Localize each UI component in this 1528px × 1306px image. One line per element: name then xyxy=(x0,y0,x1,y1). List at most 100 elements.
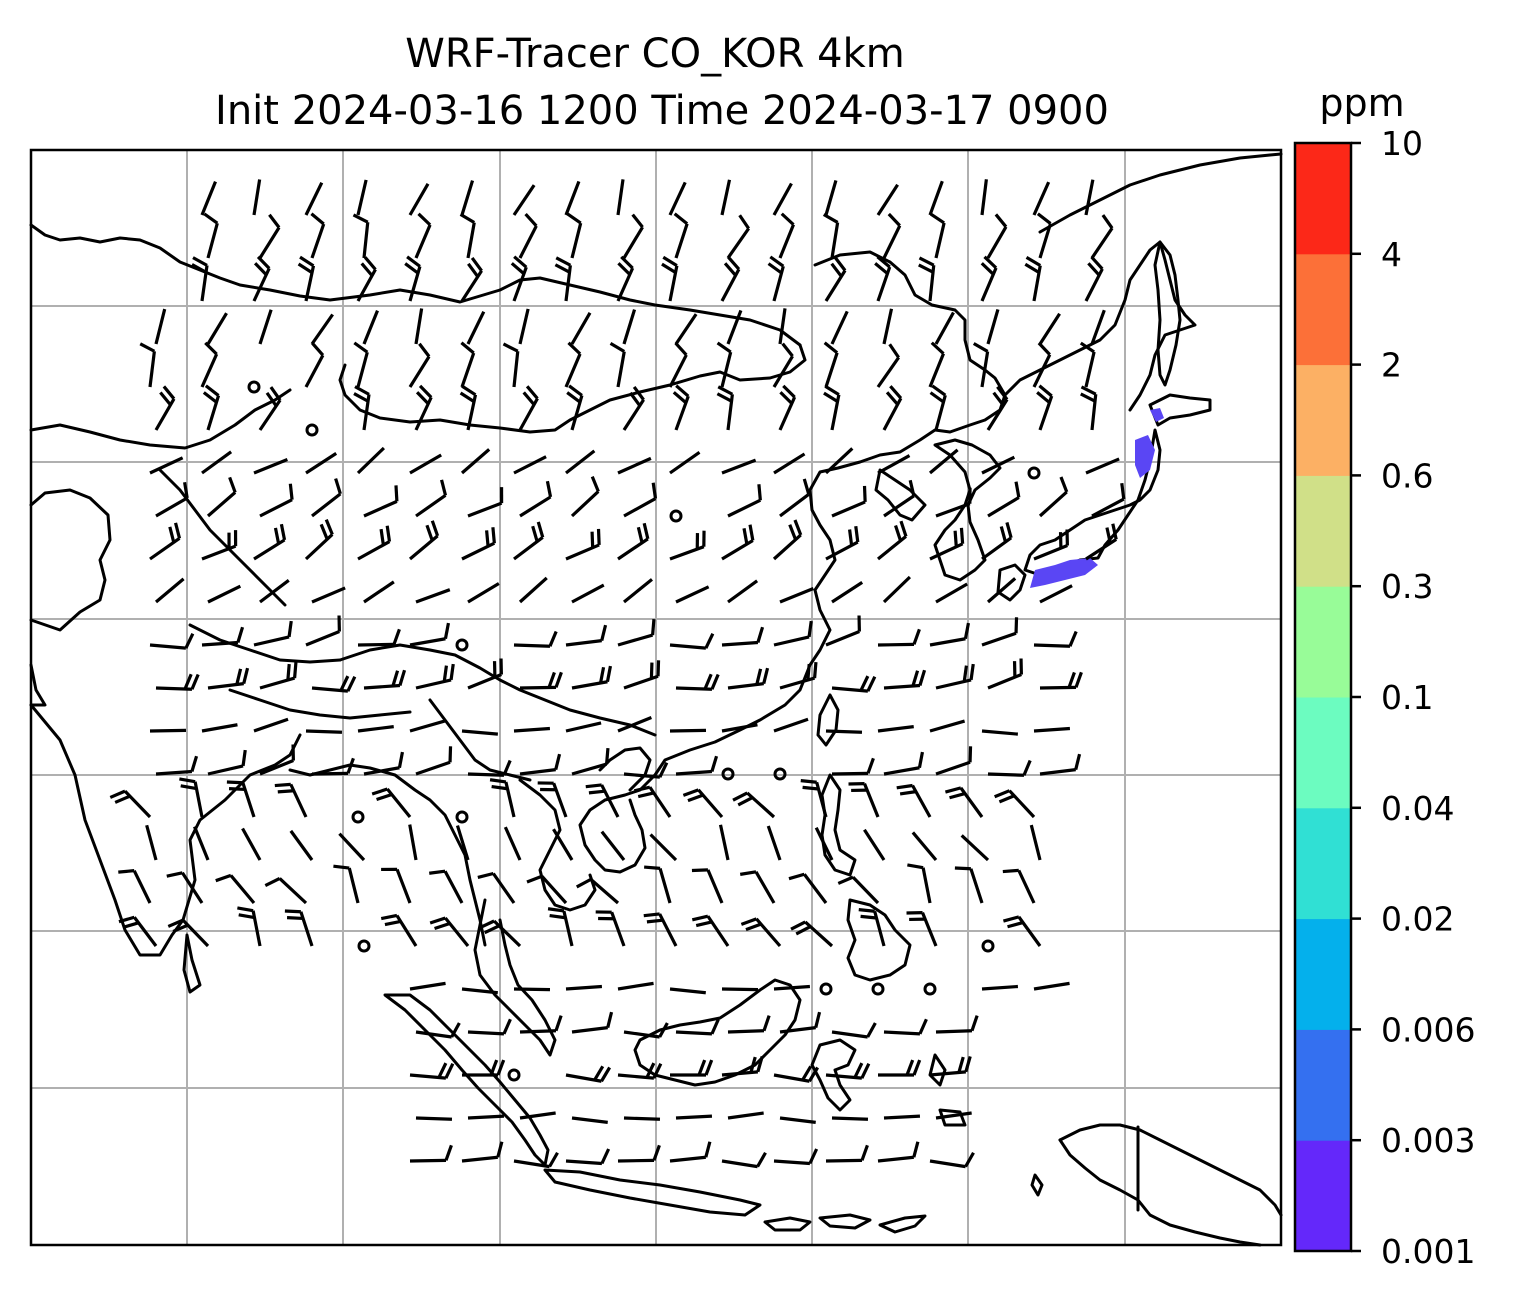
wind-barb xyxy=(773,1148,819,1166)
wind-barb xyxy=(877,1141,920,1163)
wind-barb xyxy=(118,869,152,904)
colorbar-segment xyxy=(1295,1029,1351,1141)
border-myanmar-laos xyxy=(428,698,532,782)
wind-barb xyxy=(565,528,601,561)
wind-barb xyxy=(519,1015,563,1034)
coastline-india-peninsula xyxy=(29,703,302,957)
wind-barb xyxy=(408,824,418,861)
wind-barb xyxy=(981,521,1013,561)
wind-barb xyxy=(788,872,828,904)
wind-barb xyxy=(477,871,516,904)
wind-barb xyxy=(459,212,476,259)
border-tibet xyxy=(188,623,342,664)
wind-barb xyxy=(409,1144,453,1163)
coastline-bohai xyxy=(874,468,927,522)
wind-barb xyxy=(304,519,334,561)
wind-barb xyxy=(215,873,256,905)
wind-calm-marker xyxy=(871,982,885,996)
wind-barb xyxy=(253,717,289,733)
title-line-1: WRF-Tracer CO_KOR 4km xyxy=(405,31,904,77)
wind-barb xyxy=(831,757,875,776)
wind-barb xyxy=(773,717,809,733)
wind-barb xyxy=(739,870,776,904)
coastline-indochina xyxy=(578,773,657,874)
wind-barb xyxy=(790,920,834,948)
wind-barb xyxy=(882,385,903,431)
wind-barb xyxy=(353,341,369,388)
colorbar-segment xyxy=(1295,807,1351,920)
wind-barb xyxy=(822,213,840,259)
wind-barb xyxy=(565,721,602,733)
wind-calm-marker xyxy=(247,380,261,394)
coastline-philippines-south xyxy=(846,898,912,982)
wind-barb xyxy=(837,875,880,905)
coastline-india xyxy=(29,488,112,632)
wind-barb xyxy=(1033,726,1071,733)
wind-barb xyxy=(356,179,368,216)
wind-barb xyxy=(193,826,210,861)
wind-barb xyxy=(155,673,200,691)
wind-barb xyxy=(352,213,370,259)
wind-barb xyxy=(207,667,250,690)
wind-barb xyxy=(1084,179,1095,216)
wind-barb xyxy=(571,583,605,604)
coastline-india-west xyxy=(29,663,47,707)
wind-barb xyxy=(672,384,690,431)
wind-barb xyxy=(675,1018,720,1036)
wind-barb xyxy=(109,789,152,819)
wind-barb xyxy=(981,617,1019,647)
wind-barb xyxy=(409,719,446,733)
wind-barb xyxy=(831,485,867,518)
wind-barb xyxy=(779,478,811,518)
wind-barb xyxy=(727,667,770,690)
wind-calm-marker xyxy=(357,939,371,953)
wind-barb xyxy=(1032,181,1051,216)
wind-barb xyxy=(552,828,574,861)
coastline-sulawesi xyxy=(810,1038,857,1112)
wind-barb xyxy=(622,213,644,259)
wind-barb xyxy=(720,256,741,302)
wind-barb xyxy=(874,255,892,302)
wind-barb xyxy=(617,1062,663,1080)
wind-barb xyxy=(519,480,553,518)
wind-barb xyxy=(830,310,849,345)
wind-barb xyxy=(876,343,900,388)
wind-barb xyxy=(981,455,1016,475)
wind-barb xyxy=(773,620,813,647)
wind-barb xyxy=(241,827,262,861)
wind-barb xyxy=(981,984,1019,991)
wind-calm-marker xyxy=(455,638,469,652)
wind-barb xyxy=(409,622,451,647)
wind-barb xyxy=(518,385,539,431)
wind-barb xyxy=(617,456,652,475)
wind-barb xyxy=(284,909,314,947)
wind-barb xyxy=(154,385,176,431)
colorbar-tick-label: 0.6 xyxy=(1381,456,1433,495)
wind-barb xyxy=(253,620,293,647)
wind-barb xyxy=(823,384,841,431)
wind-barb xyxy=(1039,584,1073,604)
wind-barb xyxy=(675,585,710,604)
wind-barb xyxy=(149,522,182,561)
wind-barb xyxy=(928,448,959,475)
wind-barb xyxy=(622,309,637,345)
wind-barb xyxy=(311,478,342,518)
wind-barb xyxy=(779,661,818,690)
wind-barb xyxy=(518,308,530,345)
wind-barb xyxy=(547,907,574,947)
wind-barb xyxy=(831,1022,877,1039)
wind-barb xyxy=(800,779,828,818)
wind-barb xyxy=(1036,384,1054,431)
coastline-thailand xyxy=(518,778,597,912)
wind-barb xyxy=(429,869,464,904)
wind-barb xyxy=(467,1114,505,1120)
wind-barb xyxy=(960,834,990,862)
coastline-new-guinea xyxy=(1058,1123,1283,1217)
wind-barb xyxy=(617,618,656,647)
wind-barb xyxy=(877,628,921,647)
coastline-japan-honshu xyxy=(1023,428,1162,577)
wind-barb xyxy=(513,455,547,475)
wind-barb xyxy=(668,342,688,388)
wind-barb xyxy=(415,588,451,604)
tracer-plume-japan-north xyxy=(1135,435,1155,478)
